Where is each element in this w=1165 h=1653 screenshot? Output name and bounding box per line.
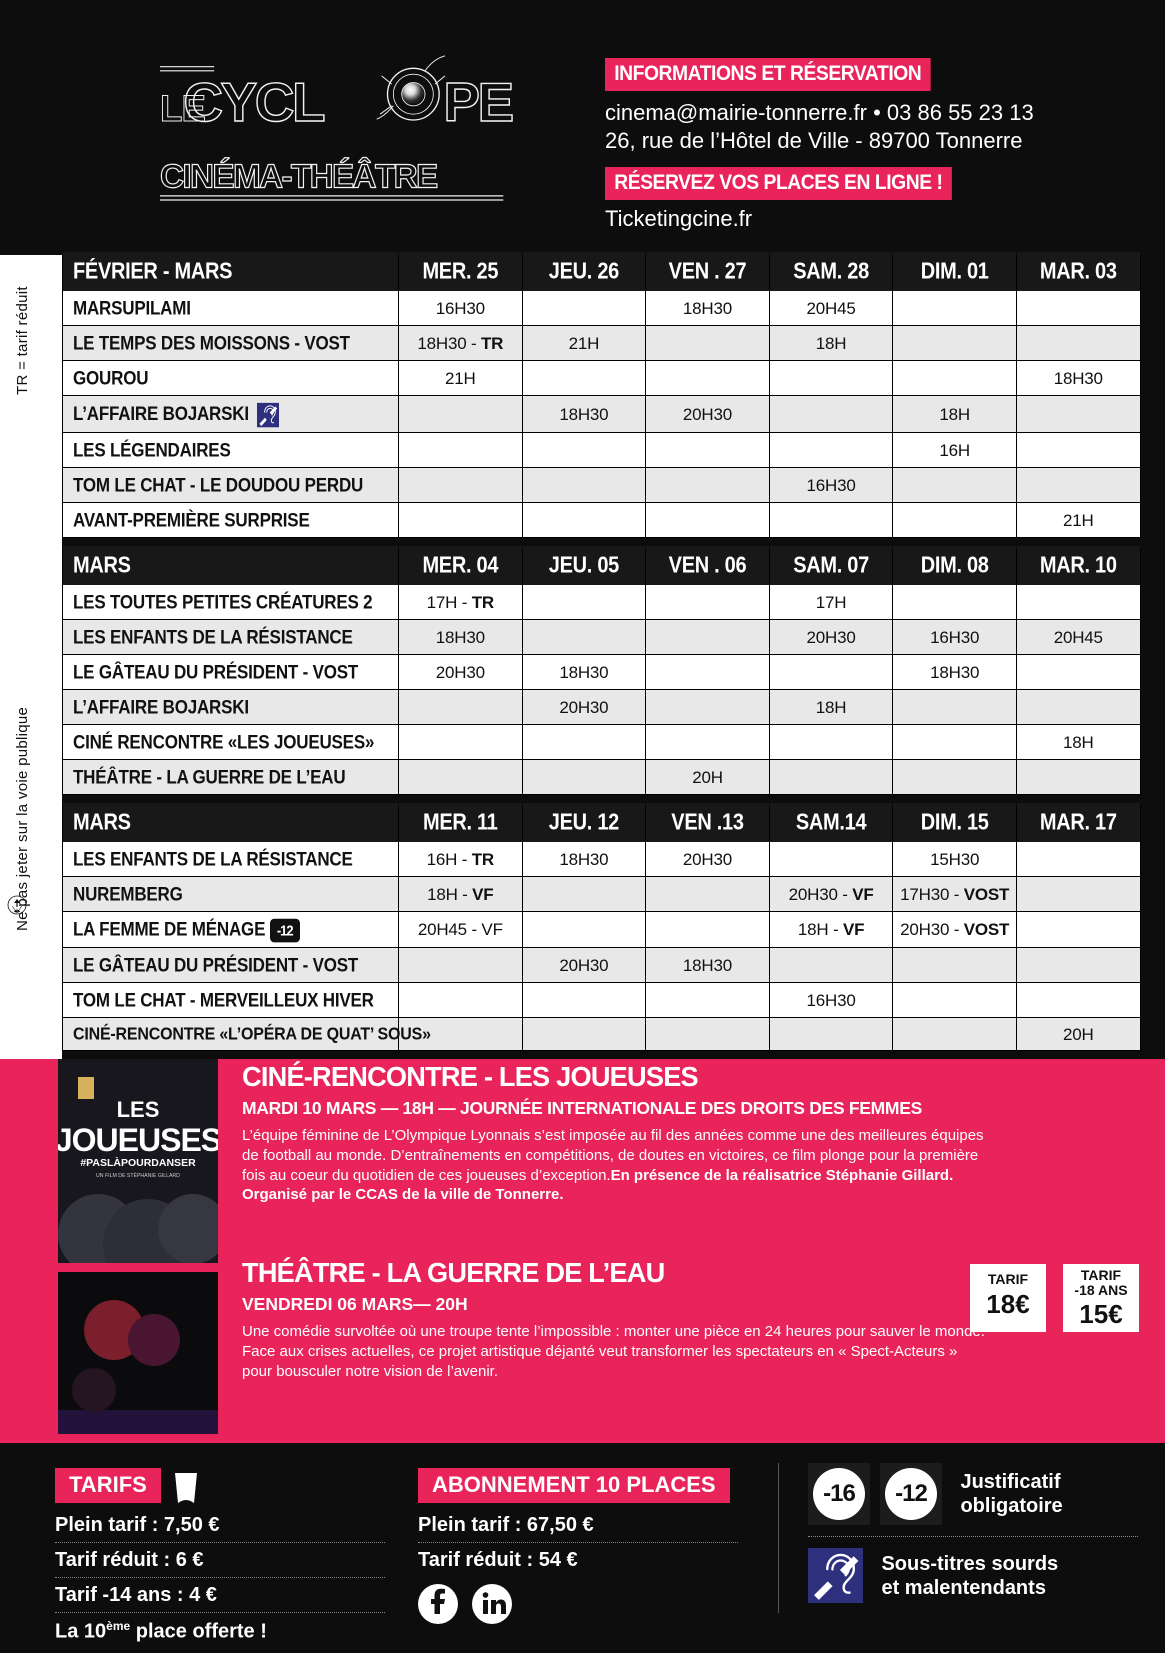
svg-text:CYCL: CYCL — [183, 71, 324, 133]
svg-text:LES: LES — [117, 1097, 160, 1122]
svg-text:#PASLÀPOURDANSER: #PASLÀPOURDANSER — [80, 1156, 196, 1169]
svg-text:CINÉMA-THÉÂTRE: CINÉMA-THÉÂTRE — [160, 158, 437, 196]
svg-text:UN FILM DE STÉPHANIE GILLARD: UN FILM DE STÉPHANIE GILLARD — [96, 1172, 180, 1179]
svg-text:JOUEUSES: JOUEUSES — [58, 1122, 218, 1158]
svg-text:PE: PE — [443, 71, 512, 133]
